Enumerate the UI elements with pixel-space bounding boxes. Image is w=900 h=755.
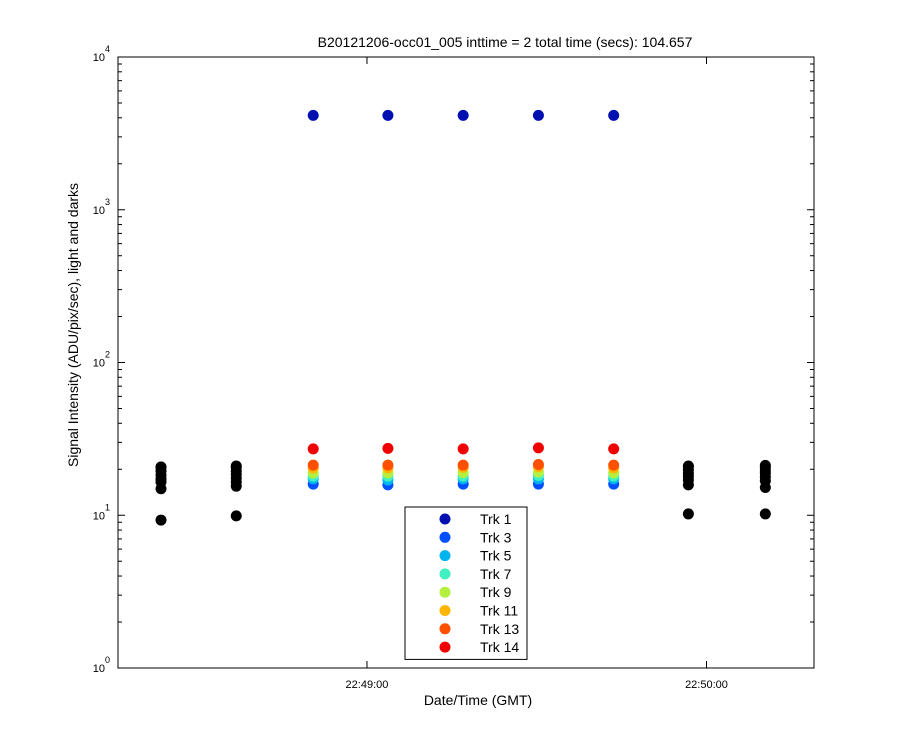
point [382, 109, 394, 121]
dark-point [230, 510, 242, 522]
chart-title: B20121206-occ01_005 inttime = 2 total ti… [318, 34, 693, 50]
point [608, 109, 620, 121]
point [608, 459, 620, 471]
dark-point [155, 461, 167, 473]
point [532, 442, 544, 454]
y-tick-label: 101 [93, 502, 110, 522]
dark-point [682, 508, 694, 520]
legend-label: Trk 11 [480, 603, 518, 619]
legend-marker [439, 531, 451, 543]
y-tick-label: 100 [93, 655, 110, 675]
legend-label: Trk 3 [480, 529, 512, 545]
x-tick-label: 22:50:00 [685, 679, 728, 691]
y-tick-label: 104 [93, 44, 110, 64]
legend-marker [439, 586, 451, 598]
point [382, 459, 394, 471]
legend-marker [439, 605, 451, 616]
y-tick-label: 103 [93, 197, 110, 217]
point [382, 442, 394, 454]
legend-marker [439, 550, 451, 562]
legend-box [404, 506, 528, 660]
y-axis-label: Signal Intensity (ADU/pix/sec), light an… [65, 183, 81, 467]
legend-marker [439, 623, 451, 635]
point [307, 109, 319, 121]
x-axis-label: Date/Time (GMT) [424, 692, 532, 708]
point [608, 443, 620, 455]
legend-marker [439, 641, 451, 653]
legend-label: Trk 9 [480, 584, 512, 600]
point [307, 459, 319, 471]
point [457, 109, 469, 121]
legend-label: Trk 14 [480, 639, 519, 655]
dark-point [230, 460, 242, 472]
legend-label: Trk 7 [480, 566, 512, 582]
dark-point [759, 459, 771, 471]
y-tick-label: 102 [93, 350, 110, 370]
legend-label: Trk 13 [480, 621, 519, 637]
dark-point [155, 514, 167, 526]
point [307, 443, 319, 455]
legend-marker [439, 513, 451, 525]
dark-point [682, 460, 694, 472]
point [457, 459, 469, 471]
point [457, 443, 469, 455]
legend-label: Trk 5 [480, 548, 512, 564]
legend-label: Trk 1 [480, 511, 512, 527]
point [532, 109, 544, 121]
dark-point [759, 508, 771, 520]
point [532, 458, 544, 470]
legend-marker [439, 568, 451, 580]
x-tick-label: 22:49:00 [346, 679, 389, 691]
